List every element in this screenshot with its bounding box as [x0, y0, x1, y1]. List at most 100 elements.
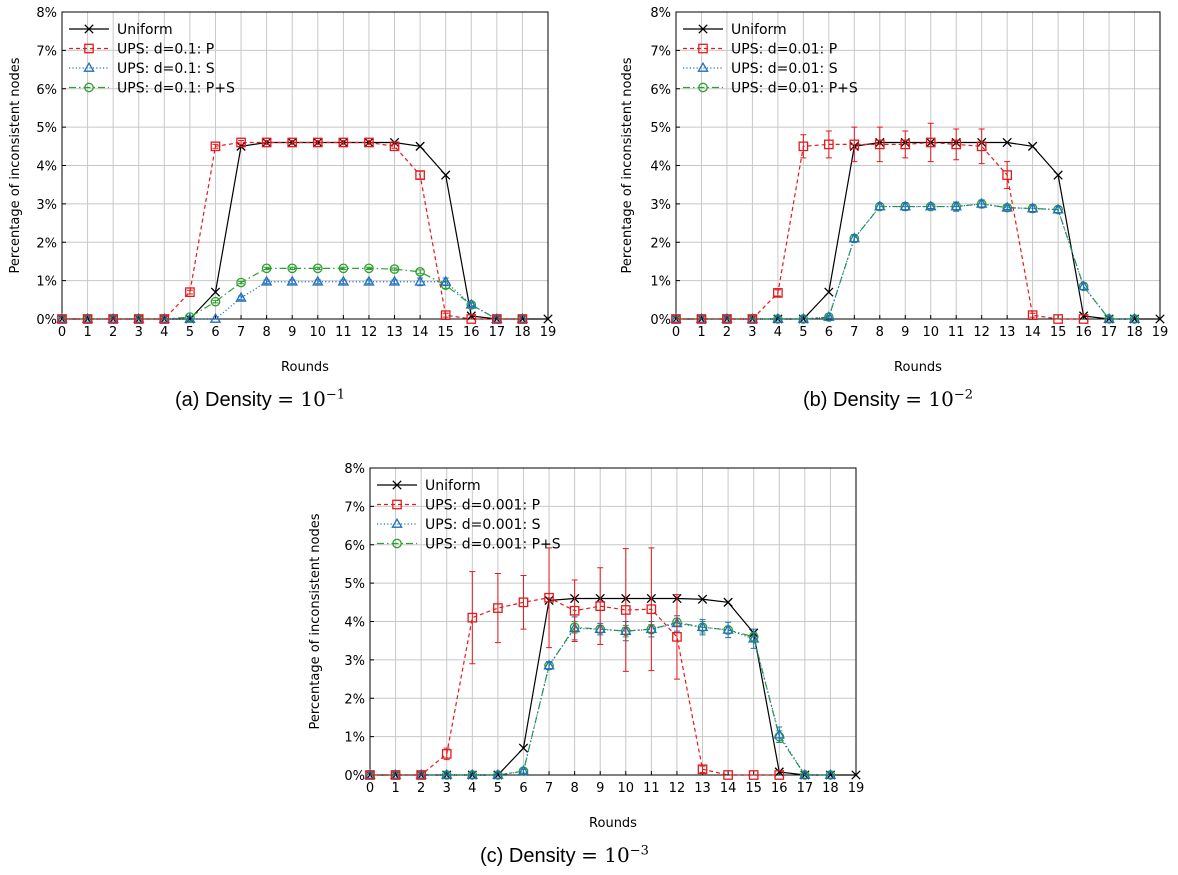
x-tick-label: 2 [109, 325, 117, 340]
ticks: 0 1 2 3 4 5 6 7 8 9 10 11 12 13 14 15 16 17 18 190%1%2%3%4%… [344, 462, 864, 796]
series-1-marker [1027, 310, 1038, 321]
x-tick-label: 4 [774, 325, 782, 340]
x-tick-label: 9 [288, 325, 296, 340]
series-3-marker [364, 263, 374, 274]
series-3-errorbar [289, 266, 296, 270]
legend-3-marker [698, 82, 708, 93]
x-tick-label: 6 [825, 325, 833, 340]
x-tick-label: 8 [262, 325, 270, 340]
legend-0-marker [392, 480, 402, 490]
x-tick-label: 19 [848, 781, 865, 796]
series-2-marker [516, 312, 529, 323]
x-tick-label: 15 [1050, 325, 1067, 340]
legend-0-marker [84, 24, 94, 34]
series-1-marker [722, 314, 732, 324]
series-1-marker [493, 603, 503, 613]
series-2-marker [107, 312, 119, 323]
y-tick-label: 4% [36, 160, 57, 175]
legend: Uniform UPS: d=0.1: P UPS: d=0.1: S UPS: d=… [69, 22, 235, 97]
y-tick-label: 1% [36, 275, 57, 290]
series-2-marker [1001, 201, 1013, 212]
y-tick-label: 7% [344, 500, 365, 515]
series-0-marker [697, 594, 708, 604]
legend-1-marker [698, 43, 708, 54]
series-1-marker [440, 310, 451, 321]
series-2-marker [466, 768, 479, 779]
series-0-marker [851, 770, 861, 780]
series-2-marker [848, 232, 861, 243]
y-axis-label: Percentage of inconsistent nodes [620, 57, 635, 273]
x-tick-label: 5 [799, 325, 807, 340]
series-1-marker [82, 314, 93, 324]
x-tick-label: 5 [186, 325, 194, 340]
x-tick-label: 6 [519, 781, 527, 796]
chart-c-svg: 0 1 2 3 4 5 6 7 8 9 10 11 12 13 14 15 16 17 18 190%1%2%3%4%… [308, 462, 864, 831]
series-1-marker [108, 314, 119, 324]
series-2-marker [925, 200, 937, 211]
y-tick-label: 1% [344, 731, 365, 746]
series-1-errorbar [978, 128, 985, 165]
x-tick-label: 2 [417, 781, 425, 796]
series-0-marker [518, 743, 529, 753]
series-2-line [62, 281, 523, 320]
series-2-marker [975, 197, 988, 208]
series-2-marker [184, 312, 196, 323]
x-tick-label: 18 [514, 325, 531, 340]
series-1-marker [697, 764, 708, 775]
series-3-errorbar [314, 266, 321, 270]
y-tick-label: 8% [36, 6, 57, 21]
series-1-errorbar [494, 573, 501, 644]
grid [369, 467, 857, 776]
series-2-marker [441, 768, 453, 779]
series-1-marker [748, 770, 759, 780]
legend-label-3: UPS: d=0.001: P+S [425, 537, 561, 553]
y-tick-label: 2% [344, 692, 365, 707]
legend-label-2: UPS: d=0.01: S [731, 61, 838, 77]
series-0-marker [1155, 314, 1165, 324]
series-1-marker [57, 314, 67, 324]
y-tick-label: 7% [650, 44, 671, 59]
y-tick-label: 4% [344, 616, 365, 631]
chart-b-svg: 0 1 2 3 4 5 6 7 8 9 10 11 12 13 14 15 16 17 18 190%1%2%3%4%… [620, 6, 1168, 375]
series-1-marker [823, 139, 834, 150]
series-0 [365, 593, 861, 780]
series-1-marker [569, 605, 580, 616]
legend-label-0: Uniform [117, 22, 173, 38]
series-1-marker [646, 604, 657, 615]
series-1-marker [517, 314, 528, 324]
chart-panel-c: 0 1 2 3 4 5 6 7 8 9 10 11 12 13 14 15 16 17 18 19 0% 1% 2% 3% 4%… [300, 455, 880, 840]
series-2-marker [1103, 312, 1115, 323]
series-2-marker [721, 312, 733, 323]
x-tick-label: 11 [335, 325, 352, 340]
x-tick-label: 15 [745, 781, 762, 796]
caption-c-math: = 10 [581, 843, 630, 867]
x-tick-label: 17 [797, 781, 814, 796]
series-1-errorbar [902, 130, 909, 159]
x-axis-label: Rounds [281, 360, 329, 375]
series-2-marker [158, 312, 171, 323]
x-tick-label: 18 [1126, 325, 1143, 340]
series-3-marker [185, 312, 195, 322]
series-2-marker [388, 275, 401, 286]
x-tick-label: 13 [999, 325, 1016, 340]
series-1-marker [365, 770, 375, 780]
series-1-marker [925, 137, 936, 148]
series-1 [365, 547, 785, 780]
series-1-marker [491, 314, 502, 324]
series-0-line [370, 597, 856, 776]
series-1-marker [210, 141, 221, 152]
series-0-marker [441, 170, 451, 180]
ticks: 0 1 2 3 4 5 6 7 8 9 10 11 12 13 14 15 16 17 18 190%1%2%3%4%… [36, 6, 556, 340]
caption-b: (b) Density = 10−2 [803, 387, 973, 412]
series-1-marker [671, 314, 681, 324]
series-0-marker [1053, 170, 1063, 180]
x-tick-label: 0 [672, 325, 680, 340]
y-tick-label: 6% [344, 539, 365, 554]
series-1-marker [467, 612, 478, 623]
series-1-errorbar [238, 140, 245, 145]
x-tick-label: 8 [876, 325, 884, 340]
series-2-marker [364, 768, 376, 779]
x-tick-label: 16 [1075, 325, 1092, 340]
chart-panel-b: 0 1 2 3 4 5 6 7 8 9 10 11 12 13 14 15 16 17 18 19 0% 1% 2% 3% 4%… [612, 0, 1178, 385]
x-tick-label: 12 [973, 325, 990, 340]
